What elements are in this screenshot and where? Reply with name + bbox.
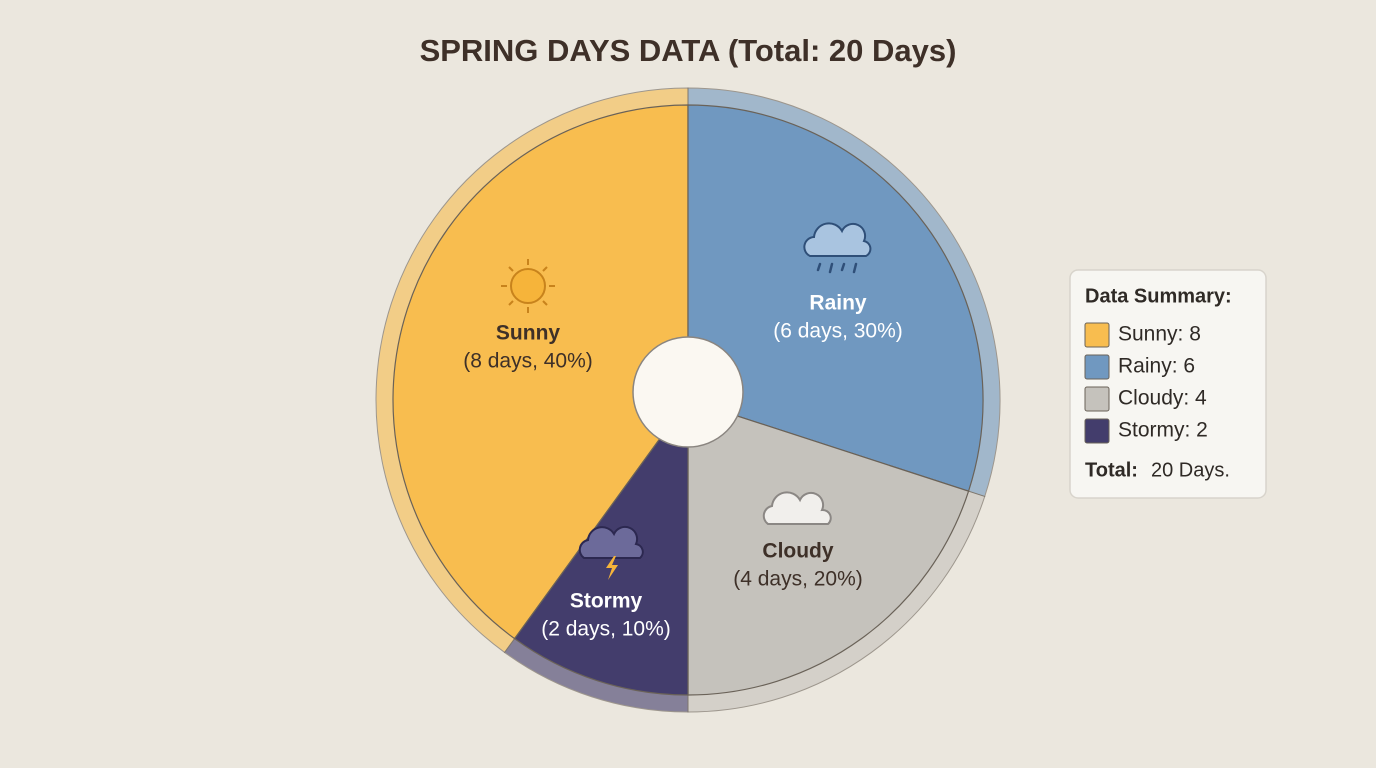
slice <box>687 399 970 696</box>
legend-swatch <box>1084 322 1110 348</box>
legend: Sunny: 8 Rainy: 6 Cloudy: 4 Stormy: 2 <box>1084 322 1208 444</box>
legend-entry: Rainy: 6 <box>1118 355 1195 378</box>
slice-label: Cloudy <box>762 540 833 563</box>
legend-total-value: 20 Days. <box>1151 459 1230 481</box>
legend-swatch <box>1084 386 1110 412</box>
legend-box <box>1069 269 1267 499</box>
storm-icon <box>578 525 644 580</box>
legend-entry: Cloudy: 4 <box>1118 387 1207 410</box>
slice-label: Sunny <box>496 322 560 345</box>
value-label: (6 days, 30%) <box>773 320 903 343</box>
legend-swatch <box>1084 418 1110 444</box>
legend-title: Data Summary: <box>1085 285 1232 307</box>
cloud-icon <box>762 491 832 525</box>
value-label: (2 days, 10%) <box>541 618 671 641</box>
legend-total-label: Total: <box>1085 459 1138 481</box>
legend-swatch <box>1084 354 1110 380</box>
chart-title: SPRING DAYS DATA (Total: 20 Days) <box>420 33 957 68</box>
center-hole <box>632 336 744 448</box>
slice <box>392 104 689 640</box>
rain-icon <box>803 222 872 274</box>
slice-label: Rainy <box>809 292 867 315</box>
legend-entry: Sunny: 8 <box>1118 323 1201 346</box>
value-label: (4 days, 20%) <box>733 568 863 591</box>
slice-label: Stormy <box>570 590 643 613</box>
value-label: (8 days, 40%) <box>463 350 593 373</box>
legend-entry: Stormy: 2 <box>1118 419 1208 442</box>
slice <box>687 104 984 492</box>
sun-icon <box>501 259 555 313</box>
